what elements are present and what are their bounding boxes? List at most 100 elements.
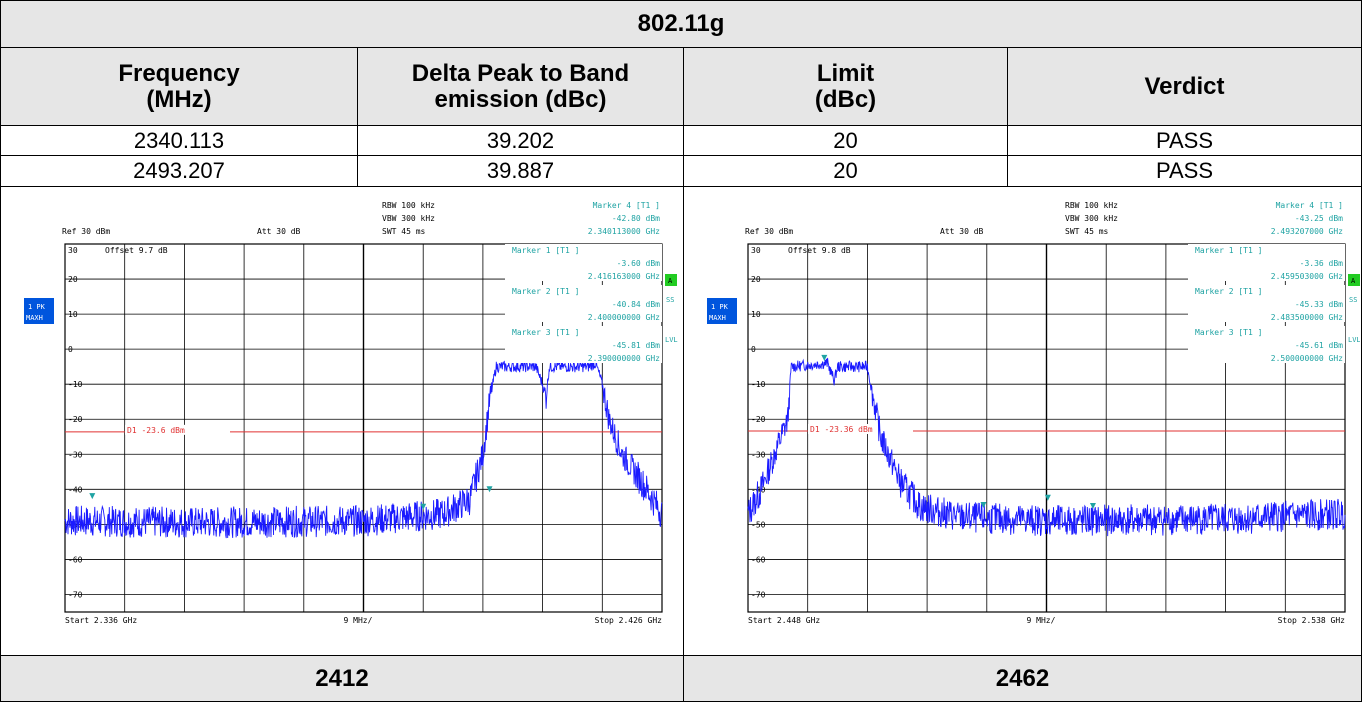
header-frequency-line2: (MHz) <box>146 85 212 113</box>
spectrum-trace <box>747 357 1346 537</box>
marker-readout: 2.416163000 GHz <box>588 272 660 281</box>
marker-readout-bg <box>505 326 662 363</box>
header-delta-line2: emission (dBc) <box>434 85 607 113</box>
header-delta-line1: Delta Peak to Band <box>411 59 630 87</box>
y-tick-label: 0 <box>68 345 73 354</box>
caption-right-text: 2462 <box>995 664 1050 692</box>
trace-mode-box <box>707 298 737 324</box>
table-cell: 39.202 <box>357 125 684 156</box>
swt-label: SWT 45 ms <box>382 227 426 236</box>
trace-mode-label: MAXH <box>26 314 43 322</box>
table-cell: 20 <box>683 125 1008 156</box>
header-frequency-line1: Frequency <box>118 59 240 87</box>
swt-label: SWT 45 ms <box>1065 227 1109 236</box>
spectrum-plot-2412: Ref 30 dBm Att 30 dB RBW 100 kHz VBW 300 kH… <box>24 201 678 625</box>
marker-readout-bg <box>505 285 662 322</box>
trace-mode-label: MAXH <box>709 314 726 322</box>
spectrum-plot-2462: Ref 30 dBm Att 30 dB RBW 100 kHz VBW 300 kH… <box>707 201 1360 625</box>
marker-readout: Marker 2 [T1 ] <box>1195 287 1262 296</box>
marker-readout: Marker 4 [T1 ] <box>593 201 660 210</box>
marker-triangle <box>980 502 987 509</box>
caption-left: 2412 <box>0 655 684 702</box>
rbw-label: RBW 100 kHz <box>1065 201 1118 210</box>
marker-readout: -45.33 dBm <box>1295 300 1343 309</box>
display-line-label-bg <box>125 424 230 435</box>
status-label: LVL <box>665 336 678 344</box>
status-label: A <box>668 277 673 285</box>
display-line-label-bg <box>808 424 913 435</box>
offset-label: Offset 9.8 dB <box>788 246 851 255</box>
table-cell: 2340.113 <box>0 125 358 156</box>
marker-readout: -3.36 dBm <box>1300 259 1344 268</box>
status-box <box>1348 274 1360 286</box>
x-stop-label: Stop 2.538 GHz <box>1278 616 1346 625</box>
marker-readout: 2.500000000 GHz <box>1271 354 1343 363</box>
display-line-label: D1 -23.36 dBm <box>810 425 873 434</box>
table-title-text: 802.11g <box>637 10 725 37</box>
status-label: SS <box>1349 296 1357 304</box>
marker-readout: 2.340113000 GHz <box>588 227 660 236</box>
y-tick-label: 30 <box>751 246 761 255</box>
y-tick-label: -70 <box>68 590 83 599</box>
y-tick-label: -20 <box>68 415 83 424</box>
vbw-label: VBW 300 kHz <box>1065 214 1118 223</box>
marker-triangle <box>486 486 493 493</box>
marker-triangle <box>1089 502 1096 509</box>
header-limit: Limit (dBc) <box>683 47 1008 126</box>
plot-cell-left: Ref 30 dBm Att 30 dB RBW 100 kHz VBW 300 kH… <box>0 186 684 656</box>
trace-mode-label: 1 PK <box>711 303 729 311</box>
cell-limit: 20 <box>833 158 858 183</box>
y-tick-label: -50 <box>751 520 766 529</box>
header-limit-line2: (dBc) <box>814 85 877 113</box>
cell-delta: 39.887 <box>486 158 555 183</box>
marker-triangle <box>420 503 427 510</box>
marker-readout: -43.25 dBm <box>1295 214 1343 223</box>
cell-verdict: PASS <box>1155 127 1214 153</box>
trace-mode-label: 1 PK <box>28 303 46 311</box>
marker-readout-bg <box>1188 285 1345 322</box>
ref-level-label: Ref 30 dBm <box>745 227 793 236</box>
y-tick-label: -40 <box>68 485 83 494</box>
marker-readout: 2.390000000 GHz <box>588 354 660 363</box>
table-title: 802.11g <box>0 0 1362 48</box>
table-cell: PASS <box>1007 125 1362 156</box>
y-tick-label: -10 <box>751 380 766 389</box>
y-tick-label: 10 <box>751 310 761 319</box>
y-tick-label: 0 <box>751 345 756 354</box>
header-frequency: Frequency (MHz) <box>0 47 358 126</box>
marker-triangle <box>1044 494 1051 501</box>
cell-frequency: 2493.207 <box>133 158 225 183</box>
marker-readout: Marker 3 [T1 ] <box>1195 328 1262 337</box>
header-delta: Delta Peak to Band emission (dBc) <box>357 47 684 126</box>
marker-readout: 2.400000000 GHz <box>588 313 660 322</box>
marker-readout: Marker 1 [T1 ] <box>512 246 579 255</box>
cell-frequency: 2340.113 <box>133 127 225 153</box>
y-tick-label: 20 <box>751 275 761 284</box>
caption-left-text: 2412 <box>315 664 369 692</box>
marker-triangle <box>821 354 828 361</box>
marker-readout: Marker 3 [T1 ] <box>512 328 579 337</box>
marker-readout: -42.80 dBm <box>612 214 660 223</box>
header-verdict-line1: Verdict <box>1144 72 1225 100</box>
marker-readout: 2.459503000 GHz <box>1271 272 1343 281</box>
y-tick-label: -30 <box>68 450 83 459</box>
y-tick-label: 30 <box>68 246 78 255</box>
x-start-label: Start 2.448 GHz <box>748 616 820 625</box>
status-label: LVL <box>1348 336 1360 344</box>
cell-limit: 20 <box>833 127 858 153</box>
attenuation-label: Att 30 dB <box>257 227 301 236</box>
y-tick-label: 10 <box>68 310 78 319</box>
y-tick-label: -20 <box>751 415 766 424</box>
y-tick-label: -30 <box>751 450 766 459</box>
rbw-label: RBW 100 kHz <box>382 201 435 210</box>
marker-readout: -45.81 dBm <box>612 341 660 350</box>
cell-verdict: PASS <box>1155 158 1214 183</box>
x-stop-label: Stop 2.426 GHz <box>595 616 663 625</box>
y-tick-label: -60 <box>751 555 766 564</box>
x-div-label: 9 MHz/ <box>1027 616 1056 625</box>
ref-level-label: Ref 30 dBm <box>62 227 110 236</box>
marker-readout: 2.483500000 GHz <box>1271 313 1343 322</box>
marker-triangle <box>89 493 96 500</box>
status-label: A <box>1351 277 1356 285</box>
